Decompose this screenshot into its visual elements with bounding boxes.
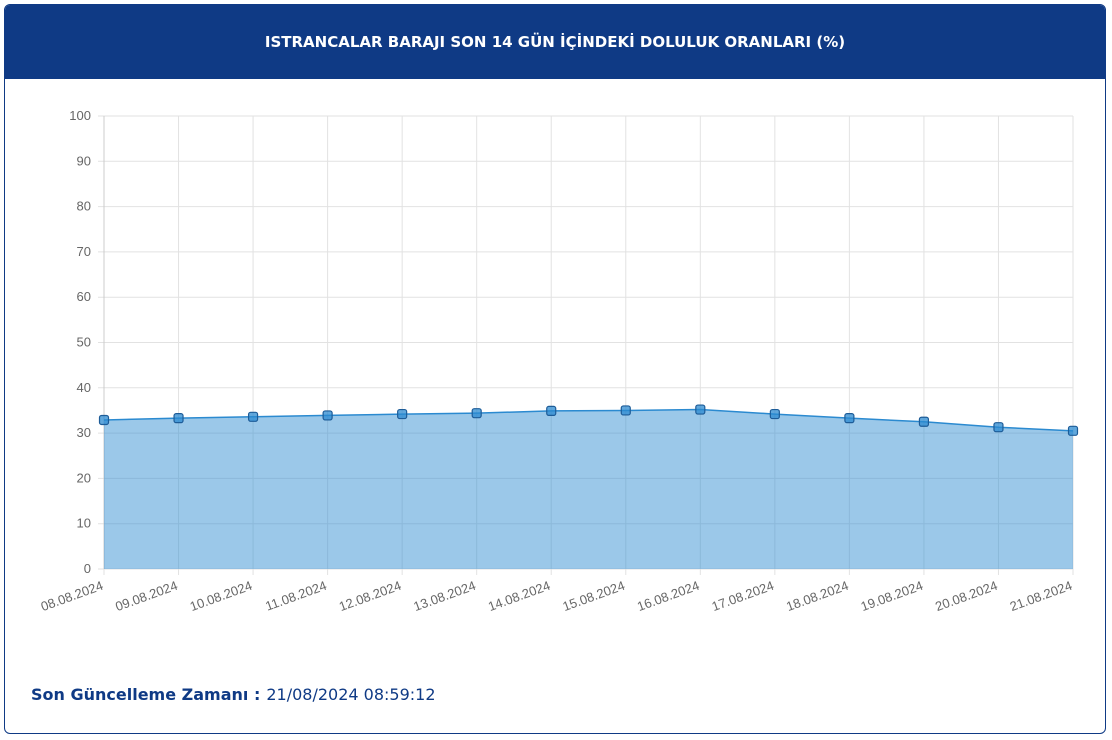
x-tick-label: 12.08.2024	[337, 578, 403, 614]
y-tick-label: 70	[77, 244, 91, 259]
x-tick-label: 11.08.2024	[263, 578, 328, 614]
y-tick-label: 40	[77, 380, 91, 395]
point	[993, 422, 1004, 433]
point	[247, 411, 259, 422]
point	[322, 410, 333, 421]
x-tick-label: 10.08.2024	[188, 578, 254, 614]
y-tick-label: 90	[77, 153, 91, 168]
point	[695, 404, 706, 415]
y-tick-label: 80	[77, 199, 91, 214]
y-tick-label: 10	[77, 516, 91, 531]
y-tick-label: 60	[77, 289, 91, 304]
x-tick-label: 13.08.2024	[411, 578, 477, 614]
point	[918, 416, 930, 427]
x-tick-label: 16.08.2024	[635, 578, 701, 614]
point	[98, 414, 110, 426]
x-tick-label: 14.08.2024	[486, 578, 552, 614]
point	[769, 408, 780, 420]
point	[546, 405, 557, 417]
y-tick-label: 100	[69, 108, 91, 123]
x-tick-label: 18.08.2024	[784, 578, 850, 614]
footer-label: Son Güncelleme Zamanı :	[31, 685, 261, 704]
line	[103, 408, 1074, 432]
point	[173, 413, 184, 424]
point	[844, 413, 855, 424]
point	[397, 408, 408, 420]
y-tick-label: 0	[84, 561, 91, 576]
x-tick-label: 19.08.2024	[859, 578, 925, 614]
card: ISTRANCALAR BARAJI SON 14 GÜN İÇİNDEKİ D…	[4, 4, 1106, 734]
point	[471, 408, 482, 419]
point	[1067, 425, 1079, 436]
x-tick-label: 15.08.2024	[561, 578, 627, 614]
y-tick-label: 50	[77, 335, 91, 350]
x-tick-label: 21.08.2024	[1008, 578, 1074, 614]
x-tick-label: 08.08.2024	[39, 578, 105, 614]
area	[104, 409, 1073, 569]
footer-value: 21/08/2024 08:59:12	[266, 685, 436, 704]
point	[620, 405, 631, 416]
chart-title: ISTRANCALAR BARAJI SON 14 GÜN İÇİNDEKİ D…	[5, 5, 1105, 79]
y-tick-label: 30	[77, 425, 91, 440]
y-tick-label: 20	[77, 470, 91, 485]
x-tick-label: 09.08.2024	[113, 578, 179, 614]
x-tick-label: 20.08.2024	[933, 578, 999, 614]
footer: Son Güncelleme Zamanı : 21/08/2024 08:59:…	[31, 685, 436, 704]
x-tick-label: 17.08.2024	[710, 578, 776, 614]
